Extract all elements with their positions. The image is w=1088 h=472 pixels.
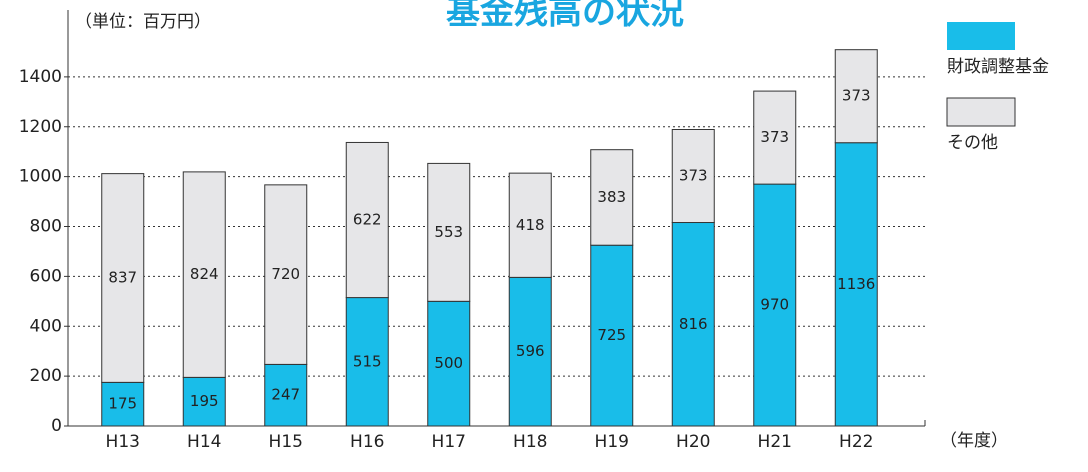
- bar-segment: [834, 142, 878, 427]
- y-tick-label: 0: [51, 416, 62, 436]
- y-tick-label: 1400: [19, 67, 62, 87]
- value-label: 383: [597, 188, 626, 206]
- value-label: 247: [271, 386, 300, 404]
- bar-segment: [834, 49, 878, 144]
- chart-title: 基金残高の状況: [446, 0, 684, 33]
- value-label: 195: [190, 392, 219, 410]
- value-label: 500: [434, 354, 463, 372]
- value-label: 373: [842, 87, 871, 105]
- x-tick-label: H18: [513, 432, 547, 452]
- bar-segment: [101, 173, 145, 383]
- value-label: 418: [516, 216, 545, 234]
- bar-segment: [590, 149, 634, 246]
- bar-segment: [508, 276, 552, 427]
- value-label: 720: [271, 265, 300, 283]
- x-tick-label: H20: [676, 432, 710, 452]
- bar-segment: [753, 90, 797, 185]
- x-unit-label: （年度）: [940, 431, 1008, 451]
- legend-swatch: [946, 97, 1016, 127]
- value-label: 373: [760, 128, 789, 146]
- legend-swatch: [947, 22, 1015, 50]
- y-tick-label: 200: [30, 366, 62, 386]
- bar-segment: [427, 300, 471, 427]
- y-tick-label: 800: [30, 217, 62, 237]
- legend-label: 財政調整基金: [947, 57, 1049, 77]
- value-label: 553: [434, 223, 463, 241]
- value-label: 725: [597, 326, 626, 344]
- x-tick-label: H17: [432, 432, 466, 452]
- bar-segment: [264, 184, 308, 365]
- x-tick-label: H13: [106, 432, 140, 452]
- y-tick-label: 400: [30, 316, 62, 336]
- x-tick-label: H15: [269, 432, 303, 452]
- unit-label: （単位：百万円）: [75, 12, 211, 32]
- bar-segment: [101, 381, 145, 427]
- value-label: 373: [679, 167, 708, 185]
- bar-segment: [264, 363, 308, 427]
- bar-segment: [671, 128, 715, 224]
- x-tick-label: H14: [187, 432, 221, 452]
- bar-segment: [508, 172, 552, 278]
- bar-segment: [427, 162, 471, 302]
- y-tick-label: 1000: [19, 167, 62, 187]
- value-label: 970: [760, 296, 789, 314]
- y-tick-label: 1200: [19, 117, 62, 137]
- y-tick-label: 600: [30, 266, 62, 286]
- value-label: 837: [108, 268, 137, 286]
- value-label: 622: [353, 211, 382, 229]
- bar-segment: [182, 376, 226, 427]
- x-tick-label: H19: [595, 432, 629, 452]
- bar-segment: [345, 141, 389, 299]
- value-label: 175: [108, 395, 137, 413]
- bar-segment: [182, 171, 226, 378]
- value-label: 1136: [837, 275, 875, 293]
- legend-label: その他: [947, 133, 998, 153]
- x-tick-label: H22: [839, 432, 873, 452]
- x-tick-label: H16: [350, 432, 384, 452]
- value-label: 596: [516, 342, 545, 360]
- value-label: 515: [353, 352, 382, 370]
- x-tick-label: H21: [758, 432, 792, 452]
- bar-segment: [590, 244, 634, 427]
- value-label: 816: [679, 315, 708, 333]
- value-label: 824: [190, 265, 219, 283]
- bar-segment: [671, 222, 715, 427]
